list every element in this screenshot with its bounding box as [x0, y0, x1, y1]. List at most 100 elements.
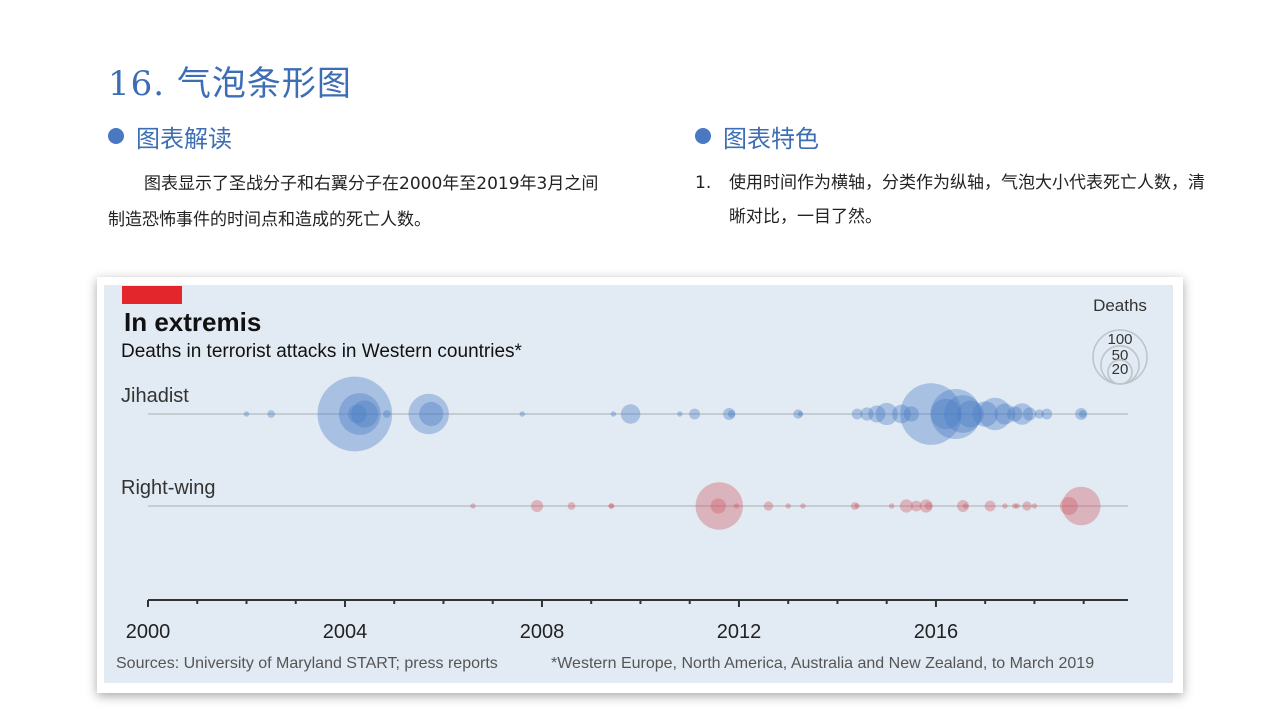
bubble: [723, 407, 736, 421]
bubble: [351, 400, 379, 428]
feature-number: 1.: [695, 173, 712, 193]
source-note: Sources: University of Maryland START; p…: [116, 655, 498, 672]
feature-text: 使用时间作为横轴，分类作为纵轴，气泡大小代表死亡人数，清晰对比，一目了然。: [729, 173, 1205, 227]
bubble: [338, 393, 381, 435]
bubble: [1075, 407, 1088, 421]
bubble: [924, 502, 933, 510]
bubble: [608, 503, 614, 509]
bubble: [1011, 403, 1033, 425]
bubble: [317, 376, 393, 452]
bubble: [956, 400, 984, 428]
legend-label: 20: [1112, 361, 1129, 378]
bubble: [531, 499, 544, 513]
bubble: [610, 411, 617, 417]
bubble: [243, 411, 250, 417]
section-header: 图表解读: [108, 118, 608, 154]
x-tick-label: 2004: [323, 621, 368, 643]
x-tick-label: 2012: [717, 621, 762, 643]
bubble: [677, 411, 683, 417]
bubble: [888, 503, 895, 509]
bubble: [1002, 503, 1008, 509]
bubble: [900, 383, 962, 445]
chart-features-section: 图表特色 1. 使用时间作为横轴，分类作为纵轴，气泡大小代表死亡人数，清晰对比，…: [695, 118, 1215, 234]
bubble: [962, 503, 969, 509]
bubble: [851, 408, 863, 420]
bubble: [875, 402, 898, 426]
bubble: [930, 398, 962, 430]
bubble: [609, 503, 615, 509]
chart-title: In extremis: [124, 307, 262, 337]
bubble: [1061, 486, 1101, 526]
bubble: [868, 405, 886, 423]
features-heading: 图表特色: [723, 124, 819, 153]
section-header: 图表特色: [695, 118, 1215, 154]
bubble: [383, 410, 391, 418]
interpretation-heading: 图表解读: [136, 124, 232, 153]
bubble: [1014, 503, 1020, 509]
bubble: [470, 503, 476, 509]
bubble: [689, 408, 701, 420]
interpretation-text: 图表显示了圣战分子和右翼分子在2000年至2019年3月之间制造恐怖事件的时间点…: [108, 174, 599, 230]
bubble: [1012, 503, 1018, 509]
bubble: [930, 388, 981, 440]
chart-subtitle: Deaths in terrorist attacks in Western c…: [121, 341, 522, 362]
bubble: [1022, 407, 1037, 421]
series-label: Right-wing: [121, 477, 215, 499]
bubble: [994, 403, 1016, 425]
bubble: [910, 500, 922, 512]
bubble: [1034, 409, 1045, 419]
bubble: [854, 503, 860, 509]
bubble: [408, 393, 449, 435]
bubble: [956, 499, 970, 513]
slide-title: 16. 气泡条形图: [108, 64, 352, 104]
bubble: [1031, 503, 1038, 509]
legend-label: 100: [1107, 331, 1132, 348]
bubble: [793, 409, 803, 419]
x-tick-label: 2008: [520, 621, 565, 643]
legend-title: Deaths: [1093, 296, 1147, 315]
series-label: Jihadist: [121, 385, 189, 407]
legend-label: 50: [1112, 347, 1129, 364]
bubble: [710, 498, 726, 514]
legend-bubble: [1107, 359, 1133, 385]
bubble: [419, 401, 444, 427]
bubble: [733, 503, 740, 509]
bubble: [727, 410, 736, 418]
bubble: [1022, 501, 1032, 511]
bubble: [984, 500, 996, 512]
bubble: [860, 407, 874, 421]
feature-item: 1. 使用时间作为横轴，分类作为纵轴，气泡大小代表死亡人数，清晰对比，一目了然。: [695, 166, 1215, 234]
bubble: [919, 499, 933, 513]
chart-frame: In extremis Deaths in terrorist attacks …: [97, 277, 1183, 693]
bubble: [1041, 408, 1053, 420]
bubble: [944, 395, 982, 433]
bubble: [797, 411, 804, 417]
bubble: [347, 404, 367, 424]
bullet-dot-icon: [695, 128, 711, 144]
bubble: [978, 397, 1012, 431]
bubble: [267, 410, 275, 418]
bubble: [892, 404, 911, 424]
chart-panel: In extremis Deaths in terrorist attacks …: [104, 285, 1173, 683]
bubble: [1007, 406, 1023, 422]
bullet-dot-icon: [108, 128, 124, 144]
bubble: [972, 401, 998, 427]
bubble: [763, 501, 774, 511]
x-tick-label: 2016: [914, 621, 959, 643]
bubble: [1078, 410, 1087, 418]
footnote: *Western Europe, North America, Australi…: [551, 655, 1095, 672]
bubble: [903, 406, 919, 422]
brand-tag: [122, 286, 182, 304]
bubble: [1059, 497, 1078, 515]
bubble: [620, 404, 641, 424]
x-tick-label: 2000: [126, 621, 171, 643]
bubble: [519, 411, 525, 417]
bubble: [695, 482, 743, 530]
bubble: [567, 502, 576, 510]
bubble: [850, 502, 859, 510]
chart-interpretation-section: 图表解读 图表显示了圣战分子和右翼分子在2000年至2019年3月之间制造恐怖事…: [108, 118, 608, 238]
bubble: [800, 503, 806, 509]
bubble: [899, 499, 914, 513]
bubble-chart: Jihadist Right-wing 2000 2004 2008 2012 2016 De…: [121, 296, 1148, 643]
bubble: [785, 503, 791, 509]
